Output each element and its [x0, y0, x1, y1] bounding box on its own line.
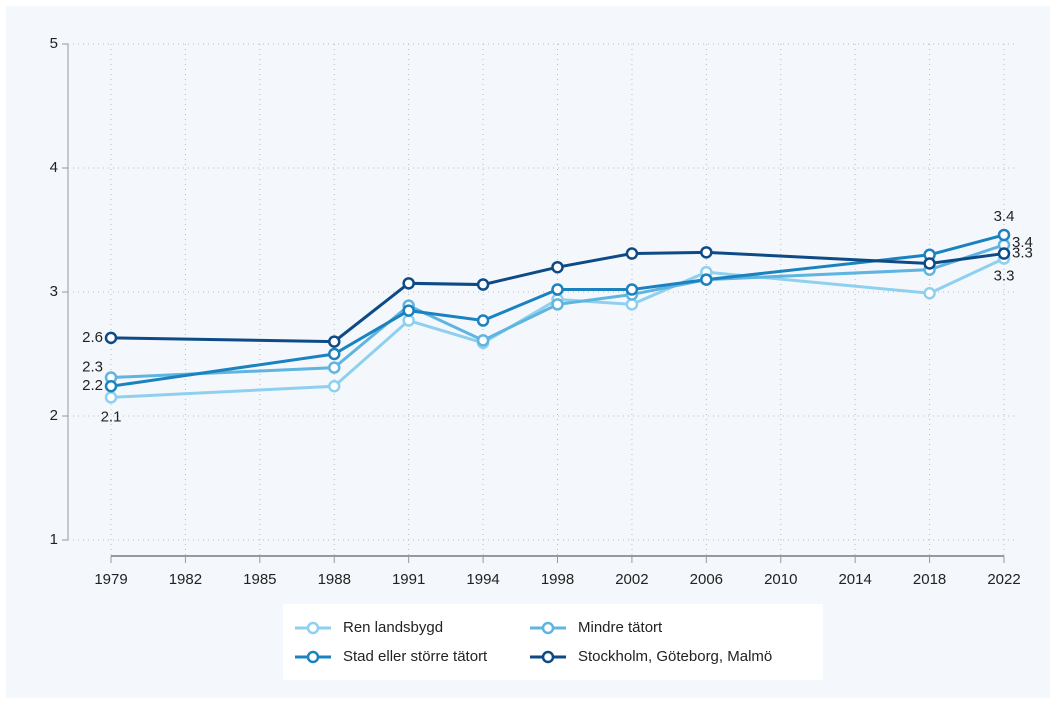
legend-box — [283, 604, 823, 680]
y-tick-label: 3 — [50, 283, 58, 300]
data-point — [997, 247, 1011, 260]
data-label: 2.1 — [101, 408, 122, 425]
data-point — [476, 278, 490, 291]
data-label: 3.3 — [994, 267, 1015, 284]
legend-label: Ren landsbygd — [343, 619, 443, 636]
data-point — [328, 361, 341, 374]
x-tick-label: 1991 — [392, 571, 425, 588]
data-label: 2.6 — [82, 329, 103, 346]
legend-marker — [541, 621, 555, 635]
legend-marker — [541, 650, 555, 664]
data-point — [104, 391, 118, 404]
y-tick-label: 2 — [50, 407, 58, 424]
data-point — [476, 314, 490, 327]
x-tick-label: 1994 — [466, 571, 499, 588]
legend-marker — [306, 650, 320, 664]
data-point — [402, 277, 415, 290]
legend-label: Mindre tätort — [578, 619, 663, 636]
data-point — [328, 379, 341, 393]
x-tick-label: 2010 — [764, 571, 797, 588]
data-label: 2.2 — [82, 377, 103, 394]
background — [6, 6, 1050, 698]
data-point — [551, 283, 564, 296]
data-point — [328, 335, 341, 348]
data-point — [923, 257, 936, 270]
x-tick-label: 2018 — [913, 571, 946, 588]
data-label: 2.3 — [82, 359, 103, 376]
x-tick-label: 1979 — [94, 571, 127, 588]
y-tick-label: 4 — [50, 159, 58, 176]
x-tick-label: 1988 — [318, 571, 351, 588]
data-label: 3.4 — [1012, 234, 1033, 251]
y-tick-label: 5 — [50, 35, 58, 52]
data-point — [700, 273, 713, 286]
legend-label: Stad eller större tätort — [343, 648, 488, 665]
y-tick-label: 1 — [50, 531, 58, 548]
data-label: 3.4 — [994, 208, 1015, 225]
legend-label: Stockholm, Göteborg, Malmö — [578, 648, 772, 665]
data-point — [104, 379, 118, 393]
data-point — [625, 247, 639, 260]
data-point — [104, 331, 118, 345]
x-tick-label: 1982 — [169, 571, 202, 588]
data-point — [923, 286, 936, 300]
data-label: 3.3 — [1012, 245, 1033, 262]
data-point — [402, 314, 415, 327]
data-point — [625, 283, 639, 296]
data-point — [700, 246, 713, 259]
x-tick-label: 2014 — [838, 571, 871, 588]
x-tick-label: 1998 — [541, 571, 574, 588]
legend-marker — [306, 621, 320, 635]
x-tick-label: 2006 — [690, 571, 723, 588]
data-point — [476, 334, 490, 347]
x-tick-label: 2002 — [615, 571, 648, 588]
data-point — [551, 298, 564, 311]
data-point — [625, 298, 639, 311]
data-point — [551, 260, 564, 274]
data-point — [402, 304, 415, 317]
data-point — [328, 347, 341, 361]
data-point — [997, 228, 1011, 242]
x-tick-label: 2022 — [987, 571, 1020, 588]
x-tick-label: 1985 — [243, 571, 276, 588]
